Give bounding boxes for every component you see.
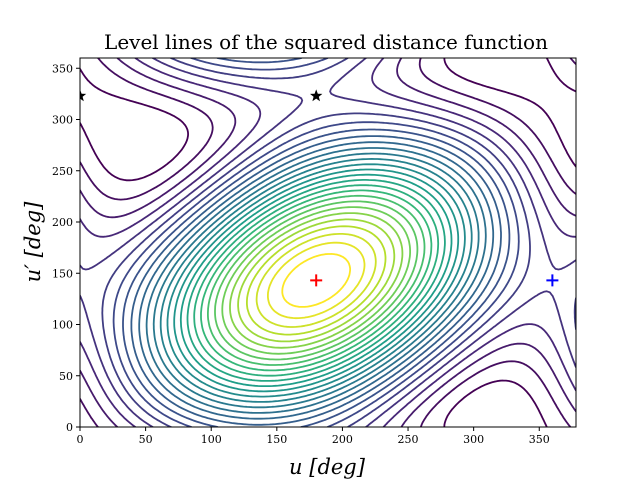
- x-axis: 0 50 100 150 200 250 300 350: [77, 427, 550, 446]
- x-tick-label: 350: [529, 433, 550, 446]
- contour-level: [246, 225, 387, 336]
- contour-level: [237, 218, 396, 343]
- contour-level: [281, 253, 351, 308]
- x-tick-label: 150: [266, 433, 287, 446]
- x-tick-label: 0: [77, 433, 84, 446]
- markers: [80, 89, 559, 287]
- contour-level: [80, 58, 576, 427]
- contour-level: [80, 58, 576, 427]
- contour-level: [159, 158, 473, 403]
- contour-level: [214, 200, 419, 361]
- contour-level: [267, 241, 366, 320]
- star-marker: [310, 89, 323, 102]
- x-tick-label: 300: [463, 433, 484, 446]
- chart-title: Level lines of the squared distance func…: [104, 30, 548, 54]
- x-tick-label: 200: [332, 433, 353, 446]
- contour-level: [101, 58, 576, 427]
- y-tick-label: 100: [52, 319, 73, 332]
- y-axis-label: u′ [deg]: [21, 201, 45, 282]
- y-tick-label: 300: [52, 114, 73, 127]
- contour-level: [229, 212, 404, 349]
- star-marker: [80, 89, 87, 102]
- y-tick-label: 0: [66, 421, 73, 434]
- contour-level: [80, 58, 576, 427]
- contour-level: [186, 179, 446, 382]
- contour-level: [179, 173, 453, 387]
- contour-level: [193, 184, 440, 377]
- y-tick-label: 150: [52, 267, 73, 280]
- contour-level: [130, 135, 502, 426]
- contour-level: [122, 58, 511, 427]
- y-tick-label: 200: [52, 216, 73, 229]
- contour-level: [80, 58, 576, 427]
- contour-level: [200, 189, 433, 372]
- contour-level: [173, 168, 460, 393]
- contour-level: [80, 58, 576, 427]
- y-tick-label: 50: [59, 370, 73, 383]
- y-tick-label: 350: [52, 62, 73, 75]
- y-tick-label: 250: [52, 165, 73, 178]
- x-tick-label: 250: [398, 433, 419, 446]
- plus-marker: [310, 274, 323, 287]
- x-axis-label: u [deg]: [289, 455, 366, 479]
- contour-level: [166, 163, 466, 398]
- contour-level: [221, 206, 411, 355]
- contour-level: [255, 233, 377, 328]
- contour-level: [138, 141, 495, 420]
- contour-level: [145, 147, 487, 414]
- contour-level: [207, 194, 426, 366]
- contour-lines: [80, 58, 576, 427]
- contour-level: [112, 58, 520, 427]
- y-axis: 0 50 100 150 200 250 300 350: [52, 62, 80, 434]
- x-tick-label: 50: [139, 433, 153, 446]
- contour-level: [152, 152, 480, 409]
- axes-frame: [79, 57, 577, 428]
- plus-marker: [546, 274, 559, 287]
- x-tick-label: 100: [201, 433, 222, 446]
